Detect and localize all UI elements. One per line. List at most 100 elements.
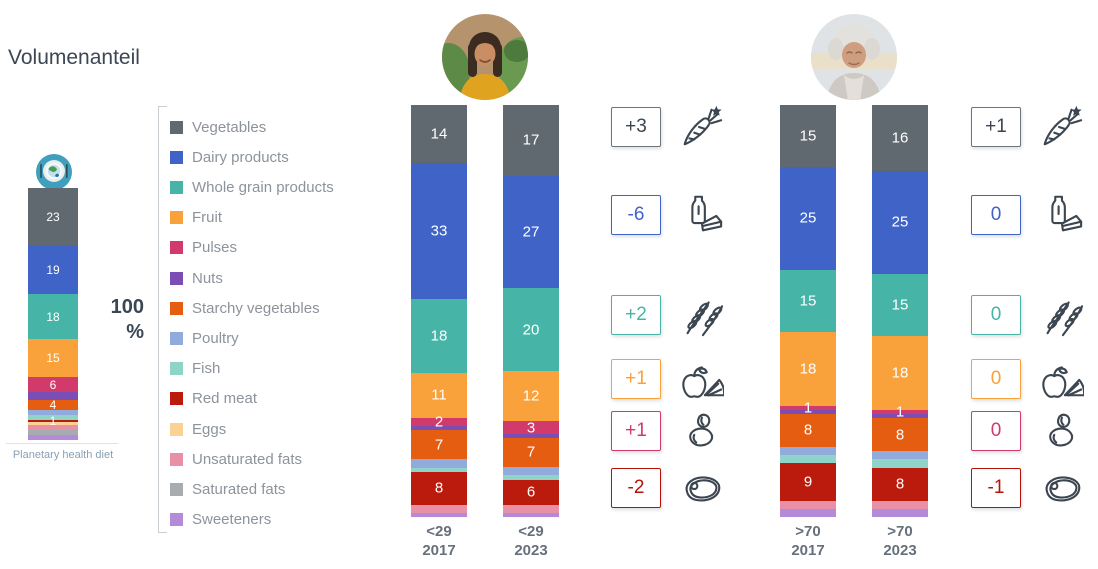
legend-label: Fish <box>192 360 221 378</box>
page-title: Volumenanteil <box>8 46 140 69</box>
segment-sweeteners <box>411 512 467 517</box>
legend-bracket <box>158 106 167 533</box>
vegetables-swatch <box>170 120 183 134</box>
delta-badge-pulses-under-29: +1 <box>611 411 661 451</box>
segment-dairy-products <box>780 166 836 270</box>
starchy-vegetables-swatch <box>170 301 183 315</box>
legend-label: Vegetables <box>192 118 267 136</box>
segment-red-meat <box>780 463 836 501</box>
segment-value: 8 <box>895 475 905 493</box>
segment-starchy-vegetables <box>503 437 559 468</box>
segment-value: 15 <box>799 292 817 310</box>
segment-nuts <box>780 409 836 414</box>
segment-dairy-products <box>503 175 559 289</box>
carrot-icon <box>1043 105 1083 146</box>
segment-whole-grain-products <box>28 293 78 340</box>
axis-label-under-29-2017: <29 2017 <box>422 523 456 559</box>
segment-poultry <box>872 451 928 460</box>
legend-label: Sweeteners <box>192 511 272 529</box>
segment-poultry <box>411 459 467 468</box>
segment-pulses <box>28 377 78 393</box>
planetary-caption: Planetary health diet <box>12 449 114 461</box>
legend-item-fruit: Fruit <box>170 203 222 233</box>
legend-label: Dairy products <box>192 148 289 166</box>
segment-value: 3 <box>526 419 536 437</box>
legend-item-fish: Fish <box>170 354 220 384</box>
legend-label: Poultry <box>192 329 239 347</box>
delta-badge-red-meat-over-70: -1 <box>971 468 1021 508</box>
legend-label: Saturated fats <box>192 480 286 498</box>
young-woman-avatar <box>441 13 529 101</box>
fruit-swatch <box>170 211 183 225</box>
segment-fruit <box>503 371 559 422</box>
segment-starchy-vegetables <box>411 430 467 460</box>
segment-pulses <box>411 418 467 427</box>
legend-item-nuts: Nuts <box>170 263 223 293</box>
segment-fish <box>411 467 467 472</box>
legend-item-unsaturated-fats: Unsaturated fats <box>170 444 302 474</box>
segment-value: 15 <box>46 351 60 366</box>
segment-vegetables <box>872 105 928 171</box>
segment-red-meat <box>503 479 559 505</box>
fish-swatch <box>170 362 183 376</box>
segment-fruit <box>28 339 78 377</box>
segment-eggs <box>28 422 78 425</box>
segment-whole-grain-products <box>411 298 467 373</box>
delta-badge-red-meat-under-29: -2 <box>611 468 661 508</box>
eggs-swatch <box>170 422 183 436</box>
segment-value: 9 <box>803 473 813 491</box>
segment-value: 15 <box>891 296 909 314</box>
segment-value: 18 <box>430 327 448 345</box>
segment-poultry <box>780 446 836 456</box>
delta-badge-whole-grain-products-over-70: 0 <box>971 295 1021 335</box>
legend-label: Red meat <box>192 390 258 408</box>
legend-item-dairy-products: Dairy products <box>170 142 289 172</box>
total-percent-label: 100 % <box>94 295 144 345</box>
segment-nuts <box>411 426 467 431</box>
segment-sweeteners <box>780 508 836 517</box>
segment-value: 4 <box>49 397 57 412</box>
segment-value: 1 <box>803 399 813 417</box>
segment-value: 1 <box>49 414 57 429</box>
segment-value: 8 <box>803 421 813 439</box>
delta-badge-fruit-over-70: 0 <box>971 359 1021 399</box>
wheat-icon <box>1046 301 1084 337</box>
legend-label: Pulses <box>192 239 238 257</box>
segment-poultry <box>28 409 78 415</box>
fruit-icon <box>682 366 724 398</box>
segment-dairy-products <box>872 170 928 274</box>
legend-item-sweeteners: Sweeteners <box>170 505 271 535</box>
steak-icon <box>1045 476 1081 502</box>
stacked-bar-under-29-2023: 17 27 20 12 3 7 6 <box>503 105 559 517</box>
segment-value: 20 <box>522 321 540 339</box>
segment-whole-grain-products <box>872 273 928 336</box>
legend-item-red-meat: Red meat <box>170 384 257 414</box>
dairy-products-swatch <box>170 150 183 164</box>
segment-dairy-products <box>411 162 467 299</box>
segment-value: 18 <box>799 360 817 378</box>
segment-value: 16 <box>891 129 909 147</box>
nuts-swatch <box>170 271 183 285</box>
stacked-bar-over-70-2023: 16 25 15 18 1 8 8 <box>872 105 928 517</box>
delta-badge-pulses-over-70: 0 <box>971 411 1021 451</box>
total-value: 100 <box>110 296 144 318</box>
segment-value: 6 <box>526 483 536 501</box>
segment-value: 6 <box>49 377 57 392</box>
segment-saturated-fats <box>28 429 78 435</box>
axis-label-over-70-2017: >70 2017 <box>791 523 825 559</box>
segment-fish <box>780 455 836 464</box>
delta-badge-dairy-products-under-29: -6 <box>611 195 661 235</box>
pulses-swatch <box>170 241 183 255</box>
axis-label-under-29-2023: <29 2023 <box>514 523 548 559</box>
poultry-swatch <box>170 331 183 345</box>
segment-value: 1 <box>895 403 905 421</box>
legend-item-starchy-vegetables: Starchy vegetables <box>170 293 320 323</box>
planetary-bar: 23 19 18 15 6 4 1 <box>28 188 78 440</box>
segment-pulses <box>503 421 559 434</box>
legend-item-whole-grain-products: Whole grain products <box>170 172 334 202</box>
segment-pulses <box>872 409 928 414</box>
red-meat-swatch <box>170 392 183 406</box>
segment-dairy-products <box>28 245 78 294</box>
segment-unsaturated-fats <box>780 500 836 509</box>
delta-badge-whole-grain-products-under-29: +2 <box>611 295 661 335</box>
